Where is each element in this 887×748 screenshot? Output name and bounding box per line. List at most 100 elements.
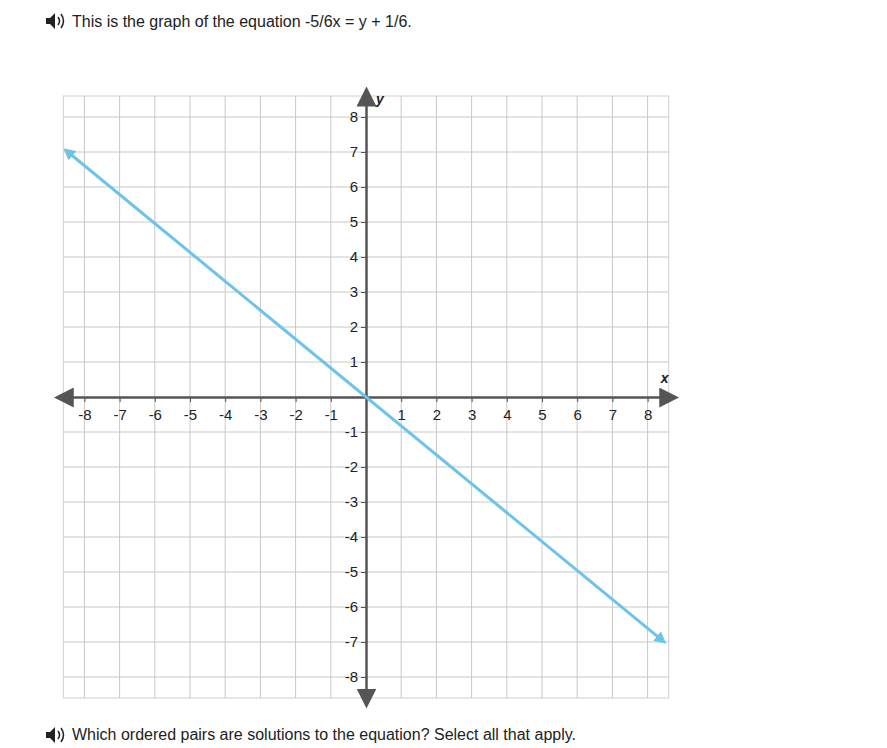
x-tick-label: 3	[468, 406, 476, 423]
y-tick-mark	[361, 607, 366, 608]
x-axis-label: x	[660, 370, 670, 386]
speaker-icon[interactable]	[46, 727, 64, 743]
x-tick-mark	[507, 397, 508, 402]
y-tick-mark	[361, 327, 366, 328]
x-tick: 7	[609, 397, 617, 423]
x-tick-label: -4	[219, 406, 232, 423]
x-tick-label: -5	[184, 406, 197, 423]
y-tick: 4	[350, 248, 366, 265]
y-tick-mark	[361, 467, 366, 468]
x-tick-mark	[331, 397, 332, 402]
x-tick-label: 4	[503, 406, 511, 423]
y-tick-label: 3	[350, 283, 358, 300]
y-tick: 8	[350, 108, 366, 125]
y-tick-label: 5	[350, 213, 358, 230]
x-tick-mark	[190, 397, 191, 402]
y-tick-label: 6	[350, 178, 358, 195]
y-tick-mark	[361, 292, 366, 293]
speaker-icon[interactable]	[46, 13, 64, 29]
y-tick-mark	[361, 187, 366, 188]
x-tick-mark	[612, 397, 613, 402]
x-tick-mark	[542, 397, 543, 402]
y-tick-label: -8	[345, 668, 358, 685]
y-tick: 6	[350, 178, 366, 195]
x-tick-mark	[120, 397, 121, 402]
x-tick: -7	[113, 397, 126, 423]
y-tick-label: -7	[345, 633, 358, 650]
y-tick-label: 8	[350, 108, 358, 125]
x-tick: 5	[538, 397, 546, 423]
x-tick-mark	[84, 397, 85, 402]
y-tick: -4	[345, 528, 366, 545]
y-tick-label: -6	[345, 598, 358, 615]
y-axis-label: y	[375, 91, 385, 107]
canvas: This is the graph of the equation -5/6x …	[0, 0, 887, 748]
y-tick: -5	[345, 563, 366, 580]
x-tick-mark	[401, 397, 402, 402]
x-tick-label: 1	[398, 406, 406, 423]
y-tick-label: -5	[345, 563, 358, 580]
x-tick: -3	[254, 397, 267, 423]
x-tick: -6	[149, 397, 162, 423]
y-tick-label: 4	[350, 248, 358, 265]
x-tick-label: 6	[574, 406, 582, 423]
x-tick-label: -7	[113, 406, 126, 423]
x-tick-mark	[436, 397, 437, 402]
y-tick: 1	[350, 353, 366, 370]
x-tick-label: -1	[325, 406, 338, 423]
x-tick-label: 5	[538, 406, 546, 423]
x-tick-label: 2	[433, 406, 441, 423]
y-tick-label: 7	[350, 143, 358, 160]
y-tick-label: 1	[350, 353, 358, 370]
x-tick-mark	[260, 397, 261, 402]
equation-line	[68, 152, 662, 640]
y-tick-mark	[361, 117, 366, 118]
y-tick: 5	[350, 213, 366, 230]
y-tick: -7	[345, 633, 366, 650]
y-tick-mark	[361, 362, 366, 363]
y-tick-mark	[361, 257, 366, 258]
speaker-body	[46, 13, 55, 29]
y-tick-mark	[361, 642, 366, 643]
y-tick: 7	[350, 143, 366, 160]
y-tick-label: -2	[345, 458, 358, 475]
x-tick-label: -6	[149, 406, 162, 423]
x-tick-mark	[648, 397, 649, 402]
y-tick-label: -4	[345, 528, 358, 545]
x-tick: -1	[325, 397, 338, 423]
x-tick: -8	[78, 397, 91, 423]
x-tick: 4	[503, 397, 511, 423]
speaker-waves	[58, 14, 64, 28]
x-tick: -5	[184, 397, 197, 423]
y-tick: -1	[345, 423, 366, 440]
x-tick-mark	[155, 397, 156, 402]
x-tick: 6	[574, 397, 582, 423]
y-tick-mark	[361, 572, 366, 573]
y-tick-mark	[361, 432, 366, 433]
grid	[63, 96, 668, 698]
plot-frame	[63, 96, 668, 698]
title: This is the graph of the equation -5/6x …	[72, 13, 412, 30]
y-tick: -2	[345, 458, 366, 475]
x-tick: 8	[644, 397, 652, 423]
x-tick-label: 7	[609, 406, 617, 423]
y-tick: -8	[345, 668, 366, 685]
y-axis: -8-7-6-5-4-3-2-112345678	[345, 97, 367, 699]
x-tick: 2	[433, 397, 441, 423]
y-tick-mark	[361, 502, 366, 503]
y-tick: -3	[345, 493, 366, 510]
x-tick: 3	[468, 397, 476, 423]
x-tick-label: -2	[289, 406, 302, 423]
marks	[68, 152, 662, 640]
x-tick-mark	[225, 397, 226, 402]
y-tick: 3	[350, 283, 366, 300]
y-tick-mark	[361, 152, 366, 153]
x-tick-label: -8	[78, 406, 91, 423]
y-tick-mark	[361, 222, 366, 223]
x-tick-label: 8	[644, 406, 652, 423]
y-tick-label: -1	[345, 423, 358, 440]
y-tick: -6	[345, 598, 366, 615]
y-tick-mark	[361, 537, 366, 538]
y-tick-label: -3	[345, 493, 358, 510]
x-tick: -2	[289, 397, 302, 423]
